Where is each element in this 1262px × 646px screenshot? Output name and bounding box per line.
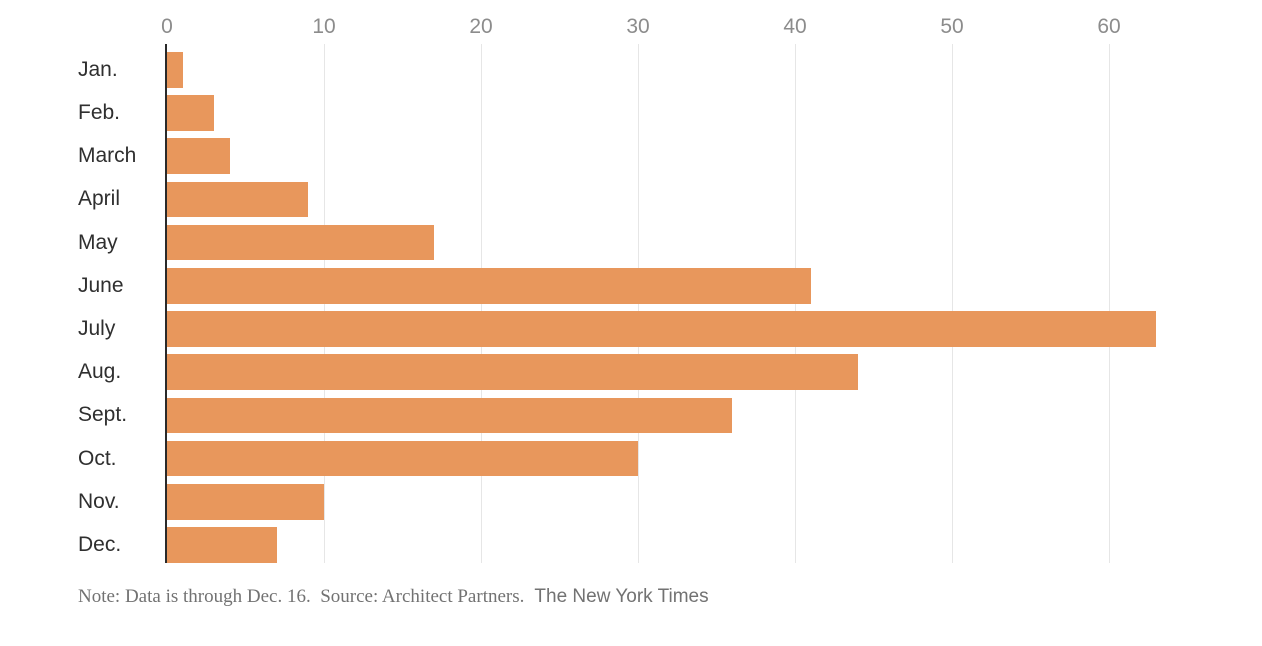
category-label: Feb. bbox=[78, 100, 121, 124]
zero-axis-line bbox=[165, 44, 167, 563]
gridline bbox=[480, 44, 482, 563]
gridline bbox=[1108, 44, 1110, 563]
bar bbox=[167, 354, 858, 390]
bar bbox=[167, 138, 230, 174]
x-tick-label: 0 bbox=[161, 15, 173, 38]
gridline bbox=[323, 44, 325, 563]
category-label: Aug. bbox=[78, 360, 122, 384]
bar bbox=[167, 397, 733, 434]
category-label: Dec. bbox=[78, 532, 122, 556]
bar bbox=[167, 440, 638, 477]
bar bbox=[167, 268, 811, 304]
x-tick-label: 30 bbox=[626, 15, 650, 38]
category-label: Oct. bbox=[78, 446, 117, 470]
category-label: Jan. bbox=[78, 57, 118, 81]
x-tick-label: 40 bbox=[783, 15, 807, 38]
category-label: May bbox=[78, 230, 118, 254]
x-tick-label: 20 bbox=[469, 15, 493, 38]
gridline bbox=[951, 44, 953, 563]
bar bbox=[167, 224, 434, 261]
chart-note: Note: Data is through Dec. 16. Source: A… bbox=[78, 586, 709, 608]
bar bbox=[167, 484, 324, 520]
category-label: Sept. bbox=[78, 403, 128, 427]
category-label: June bbox=[78, 273, 124, 297]
gridline bbox=[637, 44, 639, 563]
gridline bbox=[794, 44, 796, 563]
nyt-credit: The New York Times bbox=[534, 586, 709, 607]
note-text: Note: Data is through Dec. 16. Source: A… bbox=[78, 586, 525, 607]
category-label: April bbox=[78, 187, 121, 211]
category-label: March bbox=[78, 144, 137, 168]
bar bbox=[167, 311, 1157, 347]
bar bbox=[167, 52, 183, 88]
x-tick-label: 10 bbox=[312, 15, 336, 38]
bar bbox=[167, 95, 215, 131]
x-tick-label: 60 bbox=[1097, 15, 1121, 38]
x-tick-label: 50 bbox=[940, 15, 964, 38]
bar bbox=[167, 181, 309, 218]
category-label: Nov. bbox=[78, 489, 120, 513]
bar bbox=[167, 527, 277, 563]
category-label: July bbox=[78, 316, 116, 340]
